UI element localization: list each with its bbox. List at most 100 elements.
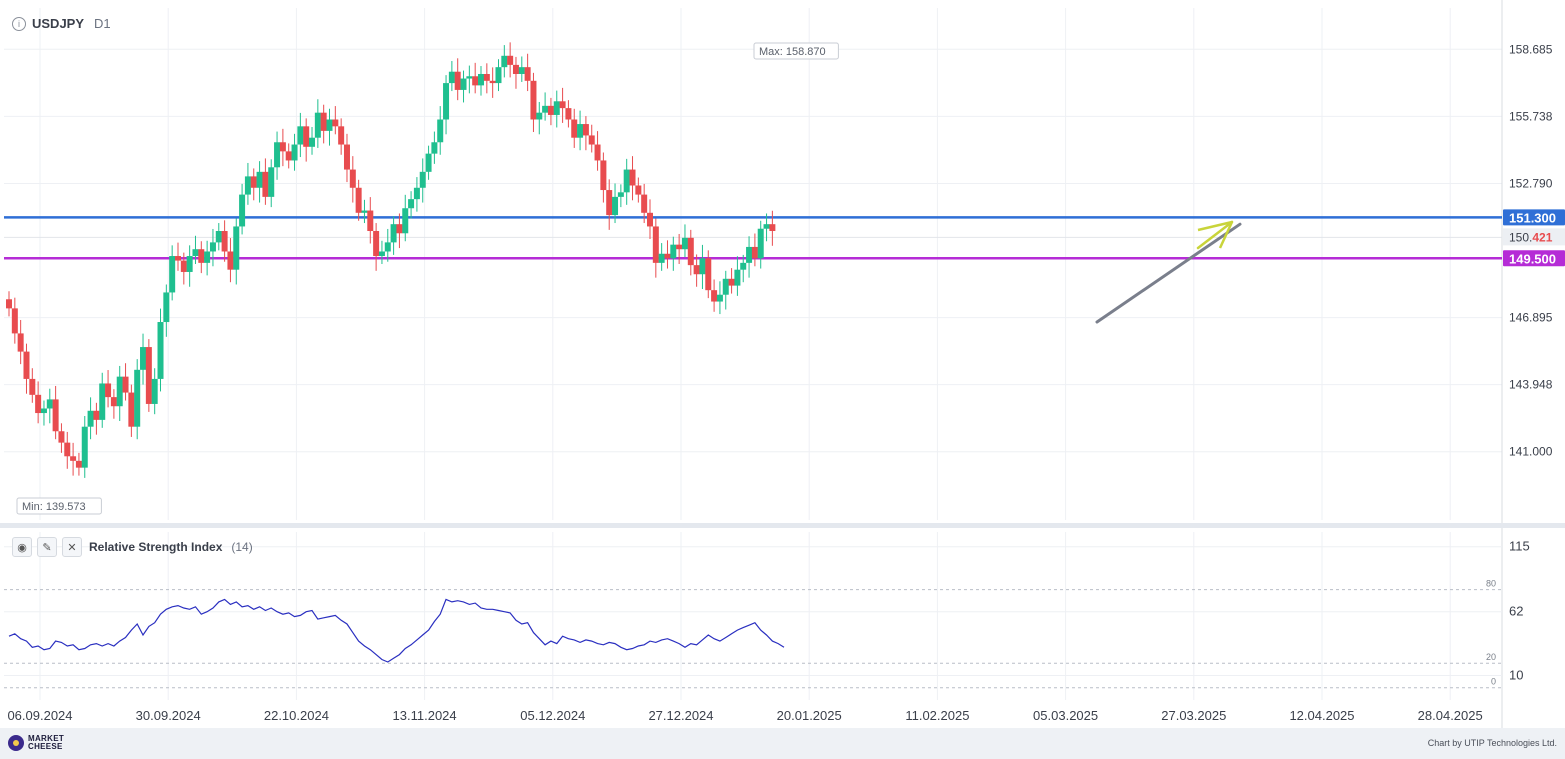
candle-body: [81, 426, 88, 468]
candle-body: [192, 249, 199, 257]
candle-body: [437, 119, 444, 143]
footer-bar: MARKET CHEESE Chart by UTIP Technologies…: [0, 728, 1565, 759]
candle-body: [635, 185, 642, 195]
candle-body: [478, 73, 485, 86]
candle-body: [309, 137, 316, 147]
candle-body: [169, 256, 176, 293]
logo-line1: MARKET: [28, 734, 65, 743]
candle-body: [198, 249, 205, 263]
candle-body: [157, 322, 164, 379]
close-icon[interactable]: ✕: [62, 537, 82, 557]
candle-body: [402, 208, 409, 234]
candle-body: [524, 67, 531, 81]
time-tick-label: 27.12.2024: [648, 708, 713, 723]
candle-body: [209, 242, 216, 252]
candle-body: [419, 171, 426, 188]
price-levels: 151.300 149.500 150.421: [4, 209, 1565, 267]
candle-body: [699, 258, 706, 275]
candle-body: [361, 210, 368, 213]
rsi-title: Relative Strength Index: [89, 540, 223, 554]
rsi-param: (14): [231, 540, 253, 554]
candle-body: [571, 119, 578, 138]
candle-body: [396, 224, 403, 234]
candle-body: [6, 299, 12, 309]
candle-body: [408, 199, 415, 209]
candle-body: [17, 333, 24, 352]
candle-body: [326, 119, 333, 131]
wrench-icon[interactable]: ✎: [37, 537, 57, 557]
rsi-level-label: 80: [1486, 579, 1496, 589]
info-icon[interactable]: i: [12, 16, 26, 31]
candle-body: [274, 142, 281, 168]
candle-body: [390, 224, 397, 243]
candle-body: [233, 226, 240, 270]
rsi-panel: 115 62 10 80 20 0: [4, 539, 1530, 689]
candle-body: [693, 265, 700, 275]
candle-body: [116, 376, 123, 407]
candle-body: [93, 410, 100, 420]
candle-body: [204, 251, 211, 263]
candle-body: [676, 244, 683, 250]
candle-body: [670, 244, 677, 259]
candle-body: [244, 176, 251, 195]
candle-body: [367, 210, 374, 232]
candle-body: [746, 246, 753, 263]
candle-body: [140, 347, 147, 370]
max-price-label: Max: 158.870: [759, 46, 826, 58]
candle-body: [769, 224, 776, 232]
candle-body: [629, 169, 636, 186]
candle-body: [757, 228, 764, 259]
candle-body: [518, 67, 525, 74]
min-price-label-box: [16, 497, 102, 515]
candle-body: [122, 376, 129, 393]
candle-body: [285, 151, 292, 161]
candle-body: [221, 231, 228, 252]
candle-body: [454, 71, 461, 90]
price-level-label: 151.300: [1509, 210, 1556, 225]
candle-body: [501, 55, 508, 68]
candle-body: [413, 187, 420, 200]
candle-body: [448, 71, 455, 84]
candle-body: [99, 383, 106, 420]
candle-body: [87, 410, 94, 427]
time-tick-label: 28.04.2025: [1418, 708, 1483, 723]
candle-body: [373, 231, 380, 257]
rsi-level-label: 20: [1486, 652, 1496, 662]
price-axis: 158.685 155.738 152.790 146.895 143.948 141.0…: [1509, 42, 1553, 458]
candle-body: [495, 67, 502, 84]
price-tick-label: 158.685: [1509, 42, 1553, 56]
time-tick-label: 22.10.2024: [264, 708, 329, 723]
chart-grid: [0, 0, 1565, 728]
chart-overlay: Max: 158.870 Min: 139.573: [16, 42, 1242, 515]
eye-icon[interactable]: ◉: [12, 537, 32, 557]
candle-body: [332, 119, 339, 127]
candle-body: [489, 80, 496, 84]
candle-body: [734, 269, 741, 286]
price-level-tag: [1503, 209, 1565, 226]
candle-body: [751, 246, 758, 259]
timeframe-label[interactable]: D1: [94, 16, 111, 31]
candle-body: [722, 278, 729, 295]
candle-body: [378, 251, 385, 257]
candle-body: [612, 196, 619, 216]
candle-body: [443, 83, 450, 120]
candle-body: [594, 144, 601, 161]
candle-body: [641, 194, 648, 213]
candle-body: [314, 112, 321, 138]
candle-body: [617, 192, 624, 197]
time-axis: 06.09.2024 30.09.2024 22.10.2024 13.11.2024…: [7, 708, 1482, 723]
rsi-tick-label: 10: [1509, 667, 1523, 682]
candle-body: [658, 253, 665, 263]
time-tick-label: 05.03.2025: [1033, 708, 1098, 723]
candle-body: [35, 394, 42, 414]
candle-body: [186, 256, 193, 272]
candle-body: [268, 167, 275, 197]
candle-body: [740, 262, 747, 270]
candle-body: [128, 392, 135, 427]
rsi-line: [8, 598, 785, 663]
candle-body: [349, 169, 356, 188]
candle-body: [105, 383, 112, 398]
panel-divider: [0, 523, 1565, 528]
candle-body: [174, 256, 181, 261]
time-tick-label: 27.03.2025: [1161, 708, 1226, 723]
